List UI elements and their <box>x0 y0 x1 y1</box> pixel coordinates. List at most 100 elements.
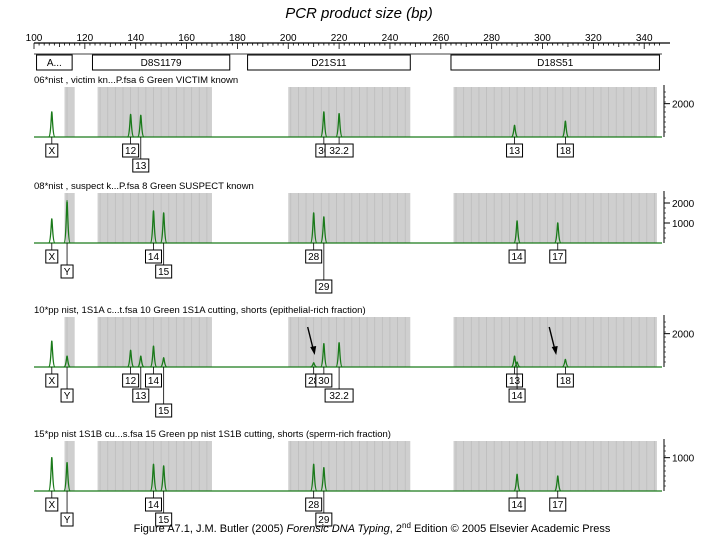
allele-call-box <box>155 264 173 279</box>
scale-tick-label: 120 <box>77 33 94 44</box>
allele-call-box <box>144 497 162 512</box>
scale-tick-label: 160 <box>178 33 195 44</box>
size-scale-axis: 100 120 140 160 180 200 220 240 260 280 300 320 340 <box>26 33 670 49</box>
allele-call-box <box>144 373 162 388</box>
allele-call-label: 15 <box>158 406 170 417</box>
caption-superscript: nd <box>402 521 411 530</box>
allele-call-label: 32.2 <box>329 146 349 157</box>
allele-call-label: 28 <box>308 376 320 387</box>
allele-bin-region <box>64 87 75 137</box>
peak <box>63 462 71 492</box>
peak <box>126 349 135 368</box>
peak <box>335 113 343 138</box>
peak <box>510 124 519 138</box>
allele-call-label: X <box>48 500 55 511</box>
peak <box>553 475 562 492</box>
locus-box <box>91 54 231 71</box>
allele-call-label: Y <box>64 391 71 402</box>
allele-call-box <box>155 512 173 527</box>
allele-call-box <box>122 143 140 158</box>
allele-call-label: 30 <box>318 146 330 157</box>
scale-tick-label: 340 <box>636 33 653 44</box>
locus-label: D21S11 <box>311 58 347 69</box>
allele-call-label: 30 <box>318 376 330 387</box>
peak <box>149 463 158 492</box>
allele-call-label: 28 <box>308 252 320 263</box>
peak <box>159 212 168 244</box>
allele-call-box <box>305 249 323 264</box>
panel-1: 06*nist , victim kn...P.fsa 6 Green VICT… <box>34 75 695 173</box>
allele-call-label: Y <box>64 267 71 278</box>
peak <box>320 111 328 138</box>
peak <box>553 222 562 244</box>
peak <box>63 355 71 368</box>
allele-call-box <box>60 388 74 403</box>
allele-call-label: Y <box>64 515 71 526</box>
peak <box>561 120 570 138</box>
panel-header: 15*pp nist 1S1B cu...s.fsa 15 Green pp n… <box>34 429 391 440</box>
peak <box>309 212 318 244</box>
allele-call-box <box>508 249 526 264</box>
allele-call-label: 13 <box>509 376 521 387</box>
caption-mid: , 2 <box>390 523 402 535</box>
peak <box>160 357 168 368</box>
allele-bin-region <box>97 87 212 137</box>
allele-call-label: 29 <box>318 515 330 526</box>
allele-call-box <box>549 497 567 512</box>
y-tick-label: 2000 <box>672 199 695 210</box>
allele-bin-region <box>64 193 75 243</box>
allele-call-label: 18 <box>560 146 572 157</box>
locus-label: D18S51 <box>537 58 574 69</box>
allele-call-box <box>506 373 524 388</box>
scale-tick-label: 240 <box>382 33 399 44</box>
scale-tick-label: 260 <box>432 33 449 44</box>
peak <box>126 113 135 138</box>
allele-call-label: 28 <box>308 500 320 511</box>
allele-call-label: 14 <box>512 252 524 263</box>
peak <box>149 210 158 244</box>
panel-2: 08*nist , suspect k...P.fsa 8 Green SUSP… <box>34 181 695 294</box>
caption-book-title: Forensic DNA Typing <box>286 523 390 535</box>
allele-call-label: 32.2 <box>329 391 349 402</box>
locus-label: A... <box>47 58 62 69</box>
allele-call-label: 13 <box>135 391 147 402</box>
peak <box>149 345 158 368</box>
peak <box>513 473 521 492</box>
allele-call-box <box>132 388 150 403</box>
peak <box>159 465 168 492</box>
allele-call-label: 18 <box>560 376 572 387</box>
peak <box>137 355 145 368</box>
figure-caption: Figure A7.1, J.M. Butler (2005) Forensic… <box>134 521 611 535</box>
allele-bin-region <box>64 317 75 367</box>
allele-call-box <box>556 373 574 388</box>
locus-box <box>36 54 73 71</box>
scale-tick-label: 280 <box>483 33 500 44</box>
peak <box>320 216 328 244</box>
y-tick-label: 2000 <box>672 330 695 341</box>
allele-call-label: 12 <box>125 146 137 157</box>
panel-header: 08*nist , suspect k...P.fsa 8 Green SUSP… <box>34 181 254 192</box>
peak <box>63 200 71 244</box>
y-tick-label: 1000 <box>672 454 695 465</box>
allele-call-label: 14 <box>512 391 524 402</box>
peak <box>320 343 328 368</box>
allele-call-box <box>132 158 150 173</box>
allele-call-box <box>45 143 59 158</box>
y-tick-label: 2000 <box>672 100 695 111</box>
allele-call-box <box>60 512 74 527</box>
allele-call-box <box>60 264 74 279</box>
allele-call-label: 14 <box>512 500 524 511</box>
allele-call-label: 15 <box>158 515 170 526</box>
allele-call-label: 14 <box>148 500 160 511</box>
allele-call-label: 12 <box>125 376 137 387</box>
panel-header: 10*pp nist, 1S1A c...t.fsa 10 Green 1S1A… <box>34 305 366 316</box>
peak <box>47 340 56 368</box>
allele-call-label: 13 <box>135 161 147 172</box>
allele-call-box <box>508 388 526 403</box>
y-tick-label: 1000 <box>672 219 695 230</box>
peak <box>513 220 521 244</box>
panel-3: 10*pp nist, 1S1A c...t.fsa 10 Green 1S1A… <box>34 305 695 418</box>
allele-bin-region <box>288 317 411 367</box>
allele-call-label: X <box>48 146 55 157</box>
